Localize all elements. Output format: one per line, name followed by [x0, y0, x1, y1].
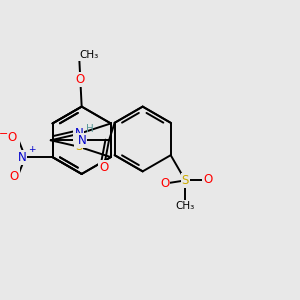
- Text: −: −: [0, 130, 8, 140]
- Text: O: O: [99, 161, 108, 174]
- Text: N: N: [77, 134, 86, 147]
- Text: O: O: [8, 131, 17, 144]
- Text: CH₃: CH₃: [79, 50, 98, 60]
- Text: +: +: [28, 145, 35, 154]
- Text: H: H: [86, 124, 94, 134]
- Text: O: O: [10, 170, 19, 183]
- Text: O: O: [160, 177, 169, 190]
- Text: S: S: [75, 140, 82, 153]
- Text: N: N: [18, 151, 26, 164]
- Text: CH₃: CH₃: [176, 201, 195, 211]
- Text: S: S: [182, 174, 189, 187]
- Text: O: O: [76, 73, 85, 86]
- Text: O: O: [203, 172, 213, 186]
- Text: N: N: [74, 128, 83, 140]
